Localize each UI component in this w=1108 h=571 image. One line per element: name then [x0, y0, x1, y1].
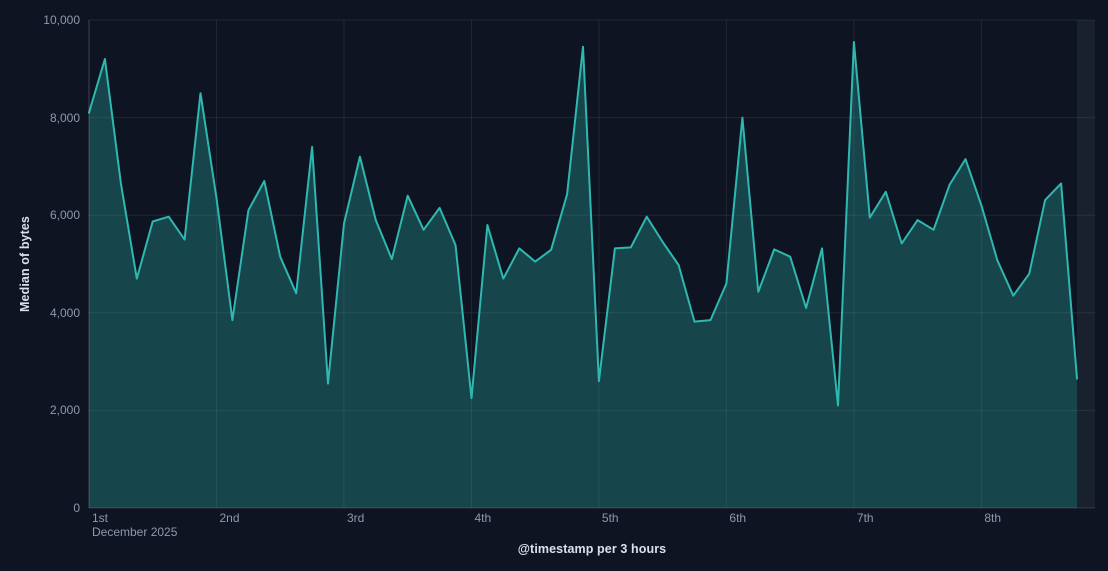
x-axis-tick-label: 2nd	[219, 511, 240, 525]
x-axis-tick-label: 3rd	[346, 511, 365, 525]
y-axis-tick-label: 2,000	[49, 403, 80, 418]
y-axis-tick-label: 10,000	[43, 13, 80, 27]
y-axis-tick-label: 8,000	[49, 110, 80, 125]
x-axis-tick-label: 8th	[984, 511, 1002, 525]
y-axis-tick-label: 0	[73, 501, 80, 515]
x-axis-tick-label: 1st	[92, 511, 109, 525]
y-axis-tick-label: 4,000	[49, 305, 80, 320]
x-axis-tick-label: 4th	[474, 511, 492, 525]
y-axis-title: Median of bytes	[18, 216, 32, 312]
x-axis-tick-label: 6th	[729, 511, 747, 525]
x-axis-tick-label: 5th	[601, 511, 619, 525]
x-axis-tick-label: 7th	[856, 511, 874, 525]
partial-bucket-strip	[1077, 20, 1095, 508]
series-line[interactable]	[88, 41, 1078, 407]
area-series-fill[interactable]	[89, 42, 1077, 508]
y-axis-tick-label: 6,000	[49, 208, 80, 223]
x-axis-tick-sublabel: December 2025	[92, 525, 178, 539]
x-axis-title: @timestamp per 3 hours	[517, 542, 667, 556]
